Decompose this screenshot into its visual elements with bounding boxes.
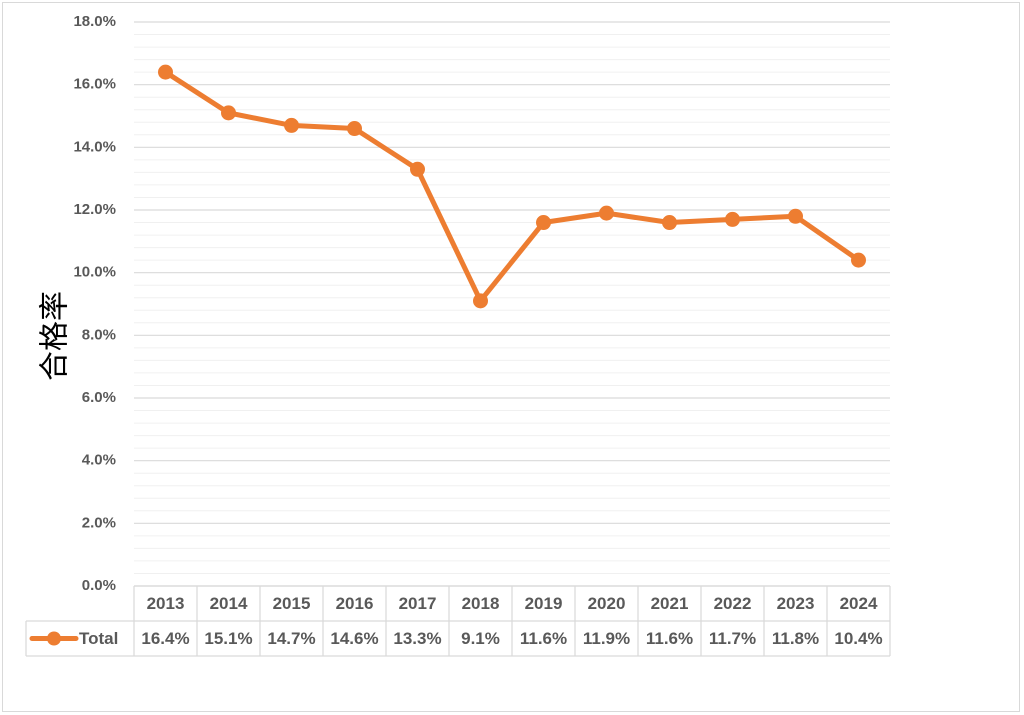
y-axis-label: 合格率: [38, 291, 73, 381]
x-category-label: 2017: [399, 594, 437, 613]
legend-marker-key: [47, 631, 61, 646]
data-table: 2013 2014 2015 2016 2017 2018 2019 2020 2021 2022…: [25, 585, 891, 657]
data-point: [284, 117, 299, 133]
x-category-label: 2019: [525, 594, 563, 613]
data-label: 10.4%: [834, 629, 882, 648]
major-gridlines: [134, 21, 890, 587]
data-point: [536, 215, 551, 231]
data-point: [725, 211, 740, 227]
y-axis-tick-labels: 0.0% 2.0% 4.0% 6.0% 8.0% 10.0% 12.0% 14.0% 16.0%…: [73, 13, 116, 594]
data-label: 11.9%: [583, 629, 630, 648]
y-tick-label: 10.0%: [73, 264, 116, 281]
data-point: [662, 215, 677, 231]
data-label: 11.7%: [709, 629, 756, 648]
x-category-label: 2013: [147, 594, 185, 613]
data-label: 11.6%: [520, 629, 567, 648]
series-total: [158, 64, 866, 309]
x-category-label: 2022: [714, 594, 752, 613]
data-point: [158, 64, 173, 80]
data-label: 9.1%: [461, 629, 500, 648]
x-category-label: 2018: [462, 594, 500, 613]
minor-gridlines: [134, 34, 890, 574]
series-line: [163, 69, 861, 304]
x-category-label: 2021: [651, 594, 689, 613]
data-point: [221, 105, 236, 121]
x-category-label: 2014: [210, 594, 248, 613]
data-label: 13.3%: [393, 629, 441, 648]
data-point: [788, 208, 803, 224]
data-label: 11.6%: [646, 629, 693, 648]
x-category-label: 2016: [336, 594, 374, 613]
x-category-label: 2020: [588, 594, 626, 613]
data-label: 16.4%: [141, 629, 189, 648]
data-label: 14.6%: [330, 629, 378, 648]
data-point: [599, 205, 614, 221]
legend-series-name: Total: [79, 629, 118, 648]
data-point: [473, 293, 488, 309]
data-point: [851, 252, 866, 268]
y-tick-label: 0.0%: [82, 577, 116, 594]
x-category-label: 2023: [777, 594, 815, 613]
data-label: 14.7%: [267, 629, 315, 648]
data-label: 11.8%: [772, 629, 819, 648]
y-tick-label: 14.0%: [73, 138, 116, 155]
data-point: [347, 121, 362, 137]
y-tick-label: 18.0%: [73, 13, 116, 30]
y-tick-label: 2.0%: [82, 514, 116, 531]
x-category-label: 2024: [840, 594, 878, 613]
y-tick-label: 16.0%: [73, 76, 116, 93]
y-tick-label: 4.0%: [82, 452, 116, 469]
y-tick-label: 8.0%: [82, 326, 116, 343]
x-category-label: 2015: [273, 594, 311, 613]
y-tick-label: 12.0%: [73, 201, 116, 218]
data-label: 15.1%: [204, 629, 252, 648]
data-point: [410, 161, 425, 177]
y-tick-label: 6.0%: [82, 389, 116, 406]
